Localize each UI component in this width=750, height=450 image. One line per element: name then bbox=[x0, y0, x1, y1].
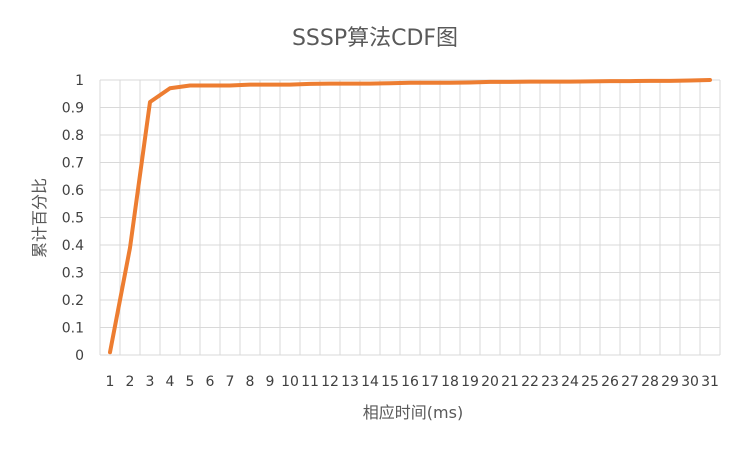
x-tick-label: 30 bbox=[681, 374, 699, 390]
y-tick-label: 0.6 bbox=[62, 183, 84, 199]
y-tick-label: 0.4 bbox=[62, 238, 84, 254]
x-tick-label: 25 bbox=[581, 374, 599, 390]
x-tick-label: 21 bbox=[501, 374, 519, 390]
x-tick-label: 19 bbox=[461, 374, 479, 390]
x-axis-label: 相应时间(ms) bbox=[363, 403, 463, 422]
x-tick-label: 20 bbox=[481, 374, 499, 390]
x-tick-label: 23 bbox=[541, 374, 559, 390]
x-tick-label: 11 bbox=[301, 374, 319, 390]
x-tick-label: 9 bbox=[266, 374, 275, 390]
grid-lines bbox=[99, 79, 721, 356]
x-tick-label: 26 bbox=[601, 374, 619, 390]
y-tick-labels: 0 0.1 0.2 0.3 0.4 0.5 0.6 0.7 0.8 0.9 1 bbox=[62, 73, 84, 364]
chart-title: SSSP算法CDF图 bbox=[292, 26, 458, 51]
series-layer bbox=[108, 78, 712, 355]
x-tick-label: 29 bbox=[661, 374, 679, 390]
x-tick-label: 15 bbox=[381, 374, 399, 390]
y-tick-label: 0.8 bbox=[62, 128, 84, 144]
x-tick-label: 18 bbox=[441, 374, 459, 390]
x-tick-label: 8 bbox=[246, 374, 255, 390]
x-tick-label: 24 bbox=[561, 374, 579, 390]
x-tick-label: 3 bbox=[146, 374, 155, 390]
y-tick-label: 1 bbox=[75, 73, 84, 89]
x-tick-label: 31 bbox=[701, 374, 719, 390]
x-tick-label: 17 bbox=[421, 374, 439, 390]
x-tick-label: 14 bbox=[361, 374, 379, 390]
y-tick-label: 0.2 bbox=[62, 293, 84, 309]
x-tick-label: 12 bbox=[321, 374, 339, 390]
x-tick-label: 28 bbox=[641, 374, 659, 390]
y-tick-label: 0.5 bbox=[62, 211, 84, 227]
x-tick-labels: 1 2 3 4 5 6 7 8 9 10 11 12 13 14 15 16 17 18 19 20 21 22 23 24 2… bbox=[106, 374, 719, 390]
x-tick-label: 27 bbox=[621, 374, 639, 390]
x-tick-label: 10 bbox=[281, 374, 299, 390]
y-tick-label: 0.3 bbox=[62, 266, 84, 282]
x-tick-label: 16 bbox=[401, 374, 419, 390]
x-tick-label: 4 bbox=[166, 374, 175, 390]
x-tick-label: 22 bbox=[521, 374, 539, 390]
x-tick-label: 1 bbox=[106, 374, 115, 390]
x-tick-label: 2 bbox=[126, 374, 135, 390]
x-tick-label: 6 bbox=[206, 374, 215, 390]
y-axis-label: 累计百分比 bbox=[30, 178, 49, 258]
x-tick-label: 5 bbox=[186, 374, 195, 390]
x-tick-label: 13 bbox=[341, 374, 359, 390]
y-tick-label: 0 bbox=[75, 348, 84, 364]
series-line bbox=[108, 78, 712, 355]
y-tick-label: 0.9 bbox=[62, 101, 84, 117]
y-tick-label: 0.7 bbox=[62, 156, 84, 172]
y-tick-label: 0.1 bbox=[62, 321, 84, 337]
x-tick-label: 7 bbox=[226, 374, 235, 390]
